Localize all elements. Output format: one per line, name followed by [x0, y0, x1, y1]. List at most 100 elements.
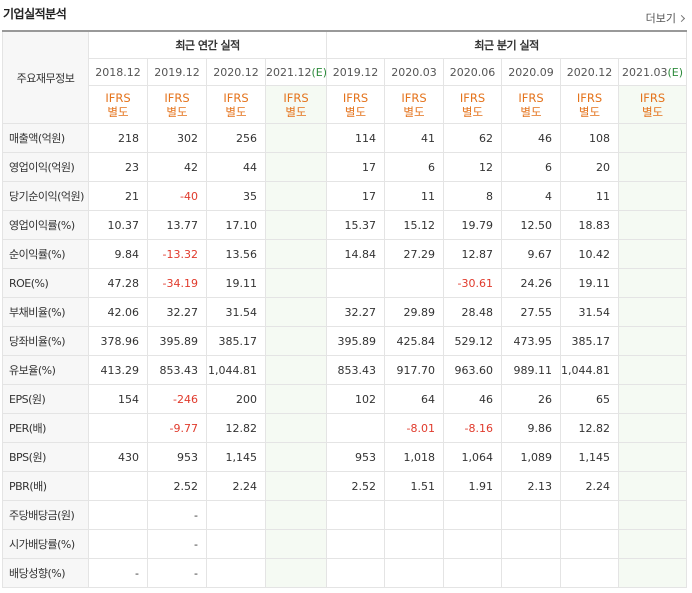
period-header: 2020.06: [443, 58, 503, 86]
value-cell: 64: [384, 384, 445, 414]
value-cell: 12.50: [501, 210, 562, 240]
value-cell: -30.61: [443, 268, 503, 298]
empty-cell: [501, 558, 562, 588]
value-cell: 62: [443, 123, 503, 153]
value-cell: 15.37: [326, 210, 386, 240]
row-label: ROE(%): [2, 268, 89, 298]
value-cell: 27.55: [501, 297, 562, 327]
empty-cell: [618, 529, 688, 559]
empty-cell: [384, 558, 445, 588]
row-label: 당좌비율(%): [2, 326, 89, 356]
value-cell: 917.70: [384, 355, 445, 385]
value-cell: -: [147, 558, 207, 588]
empty-cell: [618, 123, 688, 153]
row-label: BPS(원): [2, 442, 89, 472]
estimate-mark: (E): [667, 65, 684, 79]
value-cell: 853.43: [147, 355, 207, 385]
value-cell: 26: [501, 384, 562, 414]
value-cell: 102: [326, 384, 386, 414]
value-cell: 1,044.81: [560, 355, 620, 385]
value-cell: 47.28: [88, 268, 148, 298]
empty-cell: [618, 442, 688, 472]
period-header: 2019.12: [326, 58, 386, 86]
value-cell: 473.95: [501, 326, 562, 356]
value-cell: 2.52: [326, 471, 386, 501]
financial-table: 주요재무정보 최근 연간 실적 최근 분기 실적 2018.12 2019.12 2020…: [2, 30, 688, 588]
standard-text: 별도: [520, 104, 542, 119]
value-cell: 24.26: [501, 268, 562, 298]
value-cell: 19.11: [560, 268, 620, 298]
value-cell: 2.24: [206, 471, 266, 501]
value-cell: 19.79: [443, 210, 503, 240]
standard-text: 별도: [285, 104, 307, 119]
period-header: 2019.12: [147, 58, 207, 86]
value-cell: 9.86: [501, 413, 562, 443]
standard-header: IFRS 별도: [560, 85, 620, 124]
value-cell: 15.12: [384, 210, 445, 240]
standard-text: 별도: [461, 104, 484, 119]
empty-cell: [443, 529, 503, 559]
value-cell: 953: [326, 442, 386, 472]
data-row: EPS(원) 154 -246 200 102 64 46 26 65: [2, 384, 688, 414]
standard-text: IFRS: [459, 90, 486, 105]
value-cell: 378.96: [88, 326, 148, 356]
data-row: 당좌비율(%) 378.96 395.89 385.17 395.89 425.84 529…: [2, 326, 688, 356]
value-cell: 200: [206, 384, 266, 414]
value-cell: 529.12: [443, 326, 503, 356]
row-label: 순이익률(%): [2, 239, 89, 269]
data-row: 영업이익률(%) 10.37 13.77 17.10 15.37 15.12 19.79 12…: [2, 210, 688, 240]
standard-text: 별도: [166, 104, 188, 119]
period-header: 2020.12: [206, 58, 266, 86]
empty-cell: [88, 471, 148, 501]
standard-text: IFRS: [105, 90, 131, 105]
standard-text: 별도: [578, 104, 601, 119]
value-cell: 44: [206, 152, 266, 182]
empty-cell: [264, 181, 328, 211]
value-cell: 2.52: [147, 471, 207, 501]
value-cell: 42.06: [88, 297, 148, 327]
period-date: 2020.03: [391, 65, 437, 79]
value-cell: -40: [147, 181, 207, 211]
value-cell: 1,145: [206, 442, 266, 472]
empty-cell: [264, 239, 328, 269]
value-cell: -246: [147, 384, 207, 414]
value-cell: 21: [88, 181, 148, 211]
value-cell: 302: [147, 123, 207, 153]
value-cell: 395.89: [326, 326, 386, 356]
empty-cell: [560, 529, 620, 559]
value-cell: 65: [560, 384, 620, 414]
standard-text: IFRS: [639, 90, 666, 105]
empty-cell: [206, 500, 266, 530]
empty-cell: [264, 529, 328, 559]
empty-cell: [264, 558, 328, 588]
value-cell: 11: [560, 181, 620, 211]
empty-cell: [618, 297, 688, 327]
row-label: PBR(배): [2, 471, 89, 501]
empty-cell: [560, 558, 620, 588]
period-date: 2020.12: [213, 65, 259, 79]
empty-cell: [326, 529, 386, 559]
value-cell: 385.17: [206, 326, 266, 356]
header-row: 주요재무정보 최근 연간 실적 최근 분기 실적: [2, 30, 688, 124]
value-cell: 2.13: [501, 471, 562, 501]
value-cell: 1,089: [501, 442, 562, 472]
value-cell: 108: [560, 123, 620, 153]
value-cell: 12.82: [206, 413, 266, 443]
standard-text: IFRS: [342, 90, 369, 105]
value-cell: 1,064: [443, 442, 503, 472]
estimate-mark: (E): [311, 65, 327, 79]
more-link[interactable]: 더보기: [646, 10, 684, 26]
value-cell: 1,018: [384, 442, 445, 472]
empty-cell: [501, 500, 562, 530]
value-cell: 1,044.81: [206, 355, 266, 385]
empty-cell: [264, 471, 328, 501]
value-cell: 10.42: [560, 239, 620, 269]
value-cell: 853.43: [326, 355, 386, 385]
empty-cell: [618, 210, 688, 240]
value-cell: 32.27: [326, 297, 386, 327]
empty-cell: [326, 558, 386, 588]
value-cell: 17: [326, 152, 386, 182]
value-cell: 4: [501, 181, 562, 211]
empty-cell: [618, 152, 688, 182]
empty-cell: [264, 442, 328, 472]
